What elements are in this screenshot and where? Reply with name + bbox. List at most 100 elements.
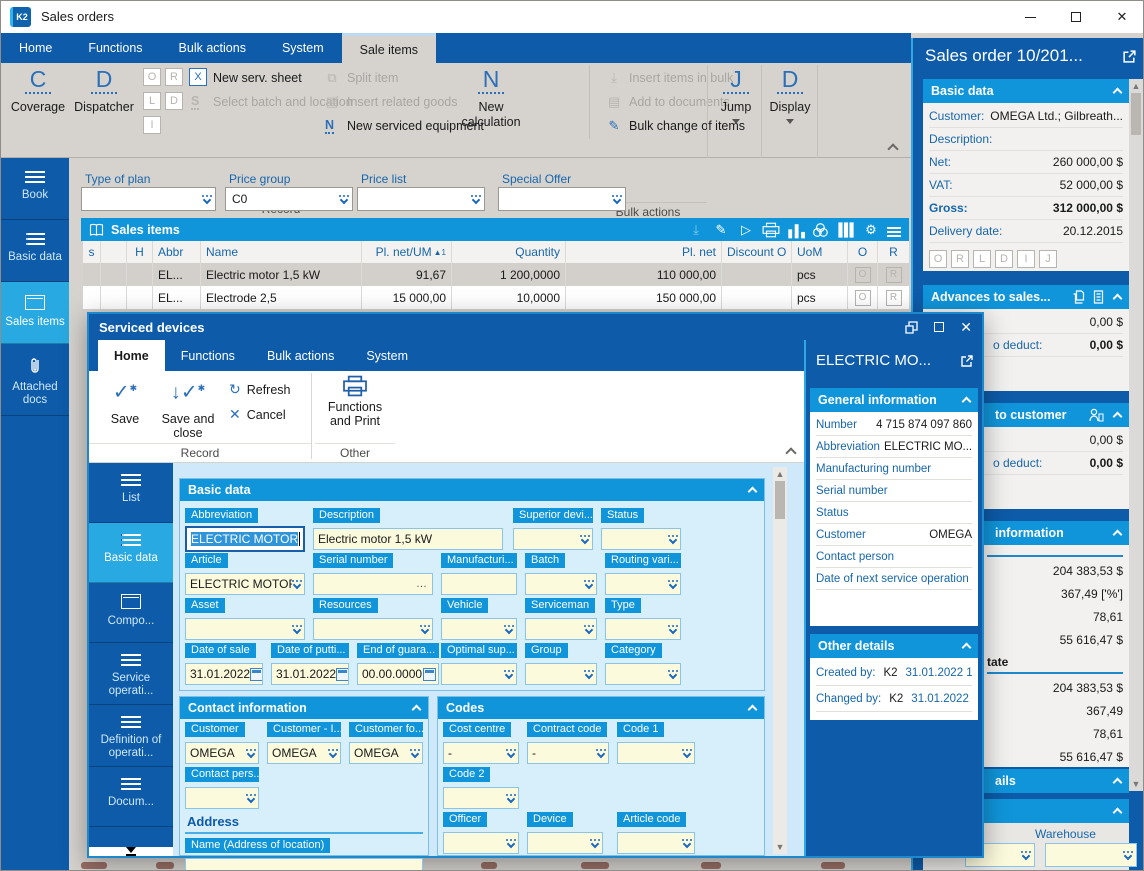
col-discount[interactable]: Discount O [722,241,792,263]
settings-gear-icon[interactable]: ⚙ [865,221,877,237]
sidebar-more-button[interactable] [89,847,173,856]
cell-o-button[interactable]: O [854,289,871,306]
dialog-tab-home[interactable]: Home [98,340,165,371]
collapse-icon[interactable] [1112,293,1123,304]
dropdown-icon[interactable] [471,195,481,205]
dropdown-icon[interactable] [410,749,420,759]
col-select[interactable] [101,241,127,263]
save-button[interactable]: ✓✱ Save [99,377,151,426]
col-name[interactable]: Name [201,241,362,263]
run-icon[interactable]: ▷ [741,221,751,237]
dispatcher-button[interactable]: D Dispatcher [71,67,137,115]
field-device[interactable]: Device [527,812,603,854]
panel-scrollbar[interactable]: ▲ ▼ [1129,79,1143,791]
scroll-thumb[interactable] [1131,93,1141,135]
dialog-sidebar-item-service-operations[interactable]: Service operati... [89,643,173,705]
dropdown-icon[interactable] [246,749,256,759]
maximize-button[interactable] [1053,1,1099,33]
field-serial-number[interactable]: Serial number [313,553,433,595]
table-row[interactable]: EL... Electric motor 1,5 kW 91,67 1 200,… [83,263,909,286]
key-l-button[interactable]: L [973,250,991,268]
field-customer[interactable]: Customer OMEGA [185,722,259,764]
sidebar-item-sales-items[interactable]: Sales items [1,282,69,344]
field-manufacturing-number[interactable]: Manufacturi... [441,553,517,595]
dropdown-icon[interactable] [612,195,622,205]
key-r-button[interactable]: R [165,68,183,86]
dropdown-icon[interactable] [590,839,600,849]
cell-r-button[interactable]: R [885,266,902,283]
functions-and-print-button[interactable]: Functions and Print [319,375,391,428]
key-o-button[interactable]: O [143,68,161,86]
new-serv-sheet-key[interactable]: X [189,68,207,86]
scroll-down-icon[interactable]: ▼ [775,842,785,852]
warehouse-dropdown[interactable] [1045,843,1137,867]
columns-icon[interactable] [837,221,855,239]
field-vehicle[interactable]: Vehicle [441,598,517,640]
tab-bulk-actions[interactable]: Bulk actions [178,41,246,55]
scroll-down-icon[interactable]: ▼ [1131,779,1141,789]
bulk-change-of-items-button[interactable]: Bulk change of items [629,119,746,133]
key-r-button[interactable]: R [951,250,969,268]
col-h[interactable]: H [127,241,153,263]
dropdown-icon[interactable] [506,794,516,804]
dropdown-icon[interactable] [504,670,514,680]
collapse-icon[interactable] [747,486,758,497]
edit-item-icon[interactable]: ✎ [715,221,727,237]
minimize-button[interactable] [1007,1,1053,33]
key-d-button[interactable]: D [995,250,1013,268]
close-button[interactable]: ✕ [1099,1,1143,33]
col-pl-net[interactable]: Pl. net [566,241,722,263]
field-cost-centre[interactable]: Cost centre - [443,722,519,764]
dropdown-icon[interactable] [202,195,212,205]
field-code-2[interactable]: Code 2 [443,767,519,809]
filter-special-offer[interactable] [498,187,626,211]
field-category[interactable]: Category [605,643,681,685]
filter-type-of-plan[interactable] [81,187,216,211]
customer-account-icon[interactable] [1089,408,1104,422]
calendar-icon[interactable] [250,667,262,681]
field-article[interactable]: Article ELECTRIC MOTOR E. [185,553,305,595]
scroll-thumb[interactable] [775,481,785,519]
field-contact-person[interactable]: Contact pers... [185,767,259,809]
field-routing-variant[interactable]: Routing vari... [605,553,681,595]
undock-icon[interactable] [905,320,918,334]
collapse-ribbon-icon[interactable] [887,143,899,155]
dropdown-icon[interactable] [506,749,516,759]
dropdown-icon[interactable] [328,749,338,759]
key-l-button[interactable]: L [143,92,161,110]
sidebar-item-basic-data[interactable]: Basic data [1,220,69,282]
dropdown-icon[interactable] [668,580,678,590]
field-customer-invoice[interactable]: Customer - I... OMEGA [267,722,341,764]
field-status[interactable]: Status [601,508,681,550]
color-filter-icon[interactable] [812,221,830,239]
cancel-button[interactable]: ✕ Cancel [229,406,286,423]
dropdown-icon[interactable] [668,670,678,680]
field-serviceman[interactable]: Serviceman [525,598,597,640]
field-officer[interactable]: Officer [443,812,519,854]
field-end-of-guarantee[interactable]: End of guara... 00.00.0000 [357,643,439,685]
jump-button[interactable]: J Jump [713,67,759,124]
calendar-icon[interactable] [336,667,348,681]
dropdown-icon[interactable] [668,625,678,635]
new-serv-sheet-button[interactable]: New serv. sheet [213,71,302,85]
dialog-close-icon[interactable]: ✕ [960,318,972,335]
field-date-of-sale[interactable]: Date of sale 31.01.2022 [185,643,263,685]
key-j-button[interactable]: J [1039,250,1057,268]
field-batch[interactable]: Batch [525,553,597,595]
dialog-sidebar-item-definition-of-operations[interactable]: Definition of operati... [89,705,173,767]
tab-functions[interactable]: Functions [88,41,143,55]
tab-home[interactable]: Home [19,41,53,55]
collapse-icon[interactable] [747,704,758,715]
open-in-window-icon[interactable] [1122,49,1137,64]
documents-list-icon[interactable] [1091,290,1104,304]
cell-o-button[interactable]: O [854,266,871,283]
open-in-window-icon[interactable] [960,354,974,368]
dialog-sidebar-item-basic-data[interactable]: Basic data [89,523,173,583]
filter-price-group[interactable]: C0 [225,187,353,211]
calendar-icon[interactable] [423,667,436,681]
dialog-tab-bulk-actions[interactable]: Bulk actions [266,348,335,363]
field-optimal-supply[interactable]: Optimal sup... [441,643,517,685]
field-superior-device[interactable]: Superior devi... [513,508,593,550]
field-type[interactable]: Type [605,598,681,640]
dropdown-icon[interactable] [682,749,692,759]
